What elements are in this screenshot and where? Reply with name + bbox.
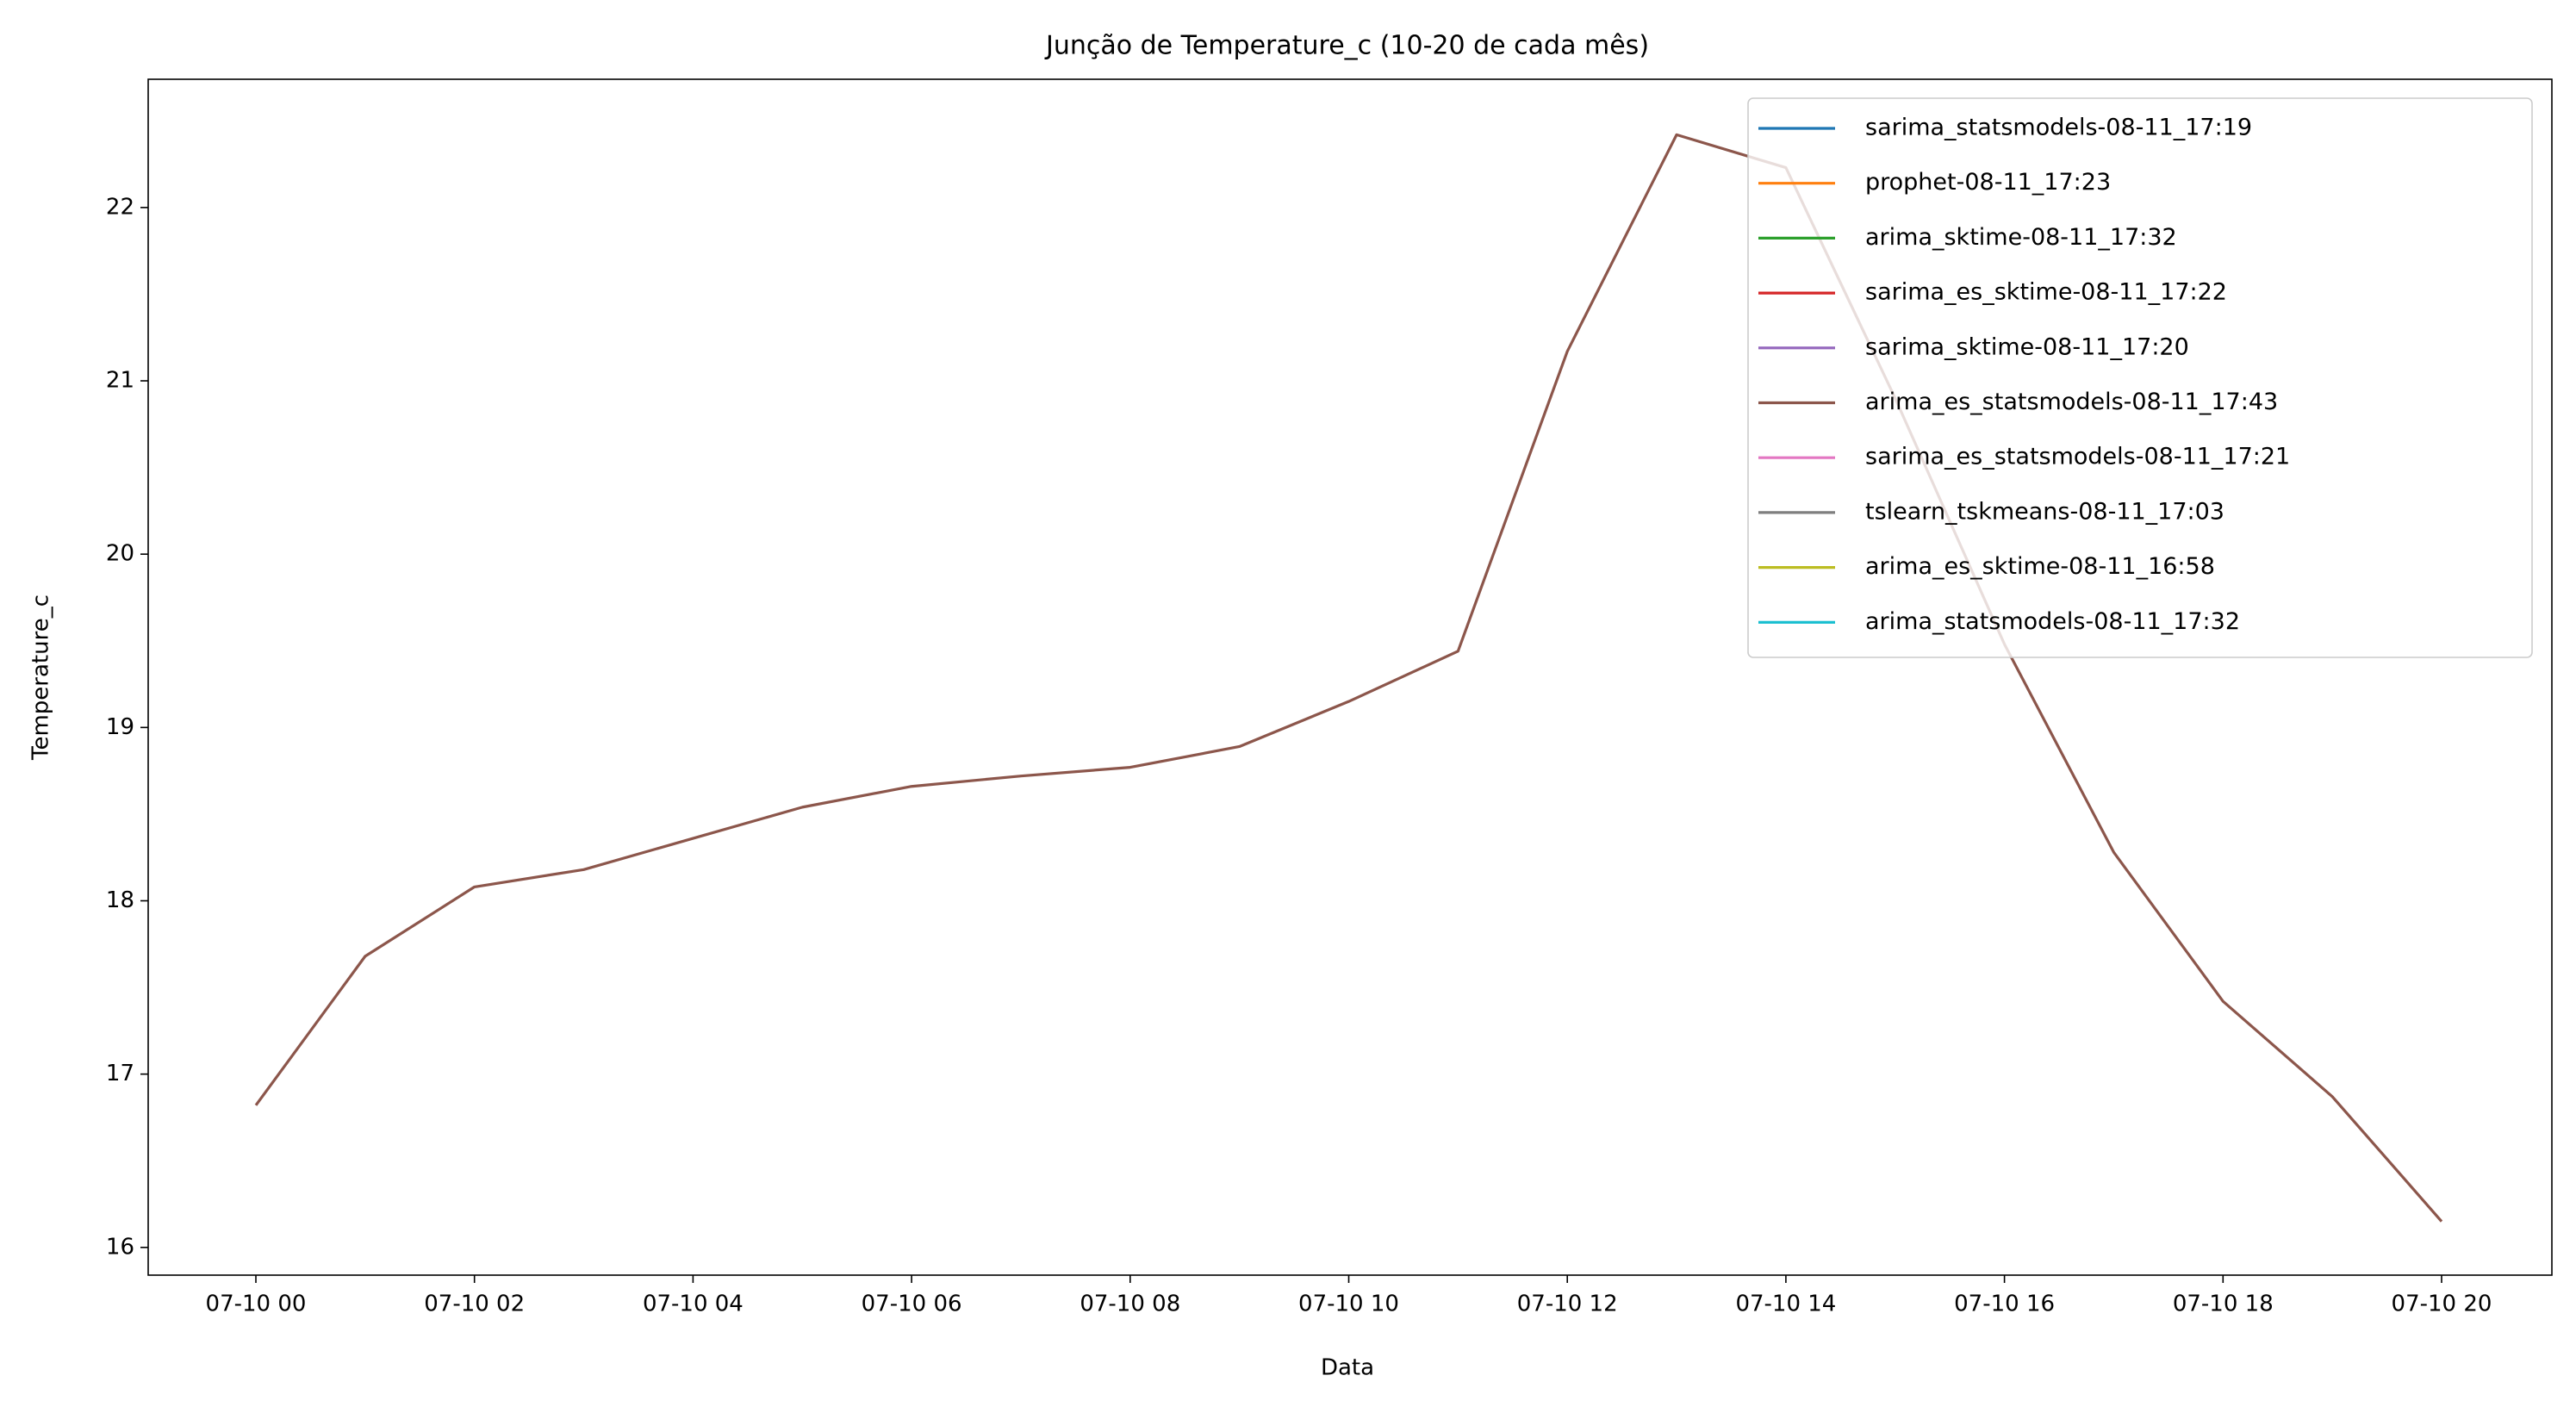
chart-title: Junção de Temperature_c (10-20 de cada m…: [1044, 31, 1649, 61]
legend-label: prophet-08-11_17:23: [1865, 169, 2111, 196]
legend-label: sarima_es_sktime-08-11_17:22: [1865, 279, 2227, 306]
legend-box: [1747, 97, 2533, 658]
y-tick-label: 19: [106, 714, 134, 740]
x-tick-label: 07-10 04: [643, 1292, 744, 1317]
y-tick-label: 18: [106, 887, 134, 913]
y-tick-label: 22: [106, 194, 134, 220]
x-tick-label: 07-10 12: [1517, 1292, 1618, 1317]
legend-label: sarima_es_statsmodels-08-11_17:21: [1865, 444, 2290, 470]
x-tick-label: 07-10 10: [1298, 1292, 1399, 1317]
y-tick-label: 20: [106, 541, 134, 567]
plot-frame: [147, 78, 2553, 1276]
x-tick-label: 07-10 20: [2392, 1292, 2492, 1317]
legend-label: sarima_statsmodels-08-11_17:19: [1865, 115, 2252, 141]
x-tick-label: 07-10 00: [206, 1292, 307, 1317]
y-tick-label: 17: [106, 1061, 134, 1086]
legend-label: tslearn_tskmeans-08-11_17:03: [1865, 498, 2224, 525]
series-line: [254, 133, 2443, 1223]
x-axis-label: Data: [1321, 1355, 1374, 1381]
legend-label: arima_sktime-08-11_17:32: [1865, 224, 2177, 251]
x-tick-label: 07-10 08: [1080, 1292, 1180, 1317]
y-tick-label: 16: [106, 1234, 134, 1260]
x-tick-label: 07-10 06: [862, 1292, 962, 1317]
x-tick-label: 07-10 02: [424, 1292, 525, 1317]
x-tick-label: 07-10 16: [1954, 1292, 2055, 1317]
x-tick-label: 07-10 14: [1735, 1292, 1836, 1317]
legend-label: arima_es_sktime-08-11_16:58: [1865, 553, 2215, 580]
y-tick-label: 21: [106, 368, 134, 394]
legend-label: arima_statsmodels-08-11_17:32: [1865, 608, 2240, 635]
legend-label: sarima_sktime-08-11_17:20: [1865, 333, 2189, 360]
x-tick-label: 07-10 18: [2173, 1292, 2274, 1317]
legend-label: arima_es_statsmodels-08-11_17:43: [1865, 389, 2278, 415]
y-axis-label: Temperature_c: [28, 594, 54, 761]
